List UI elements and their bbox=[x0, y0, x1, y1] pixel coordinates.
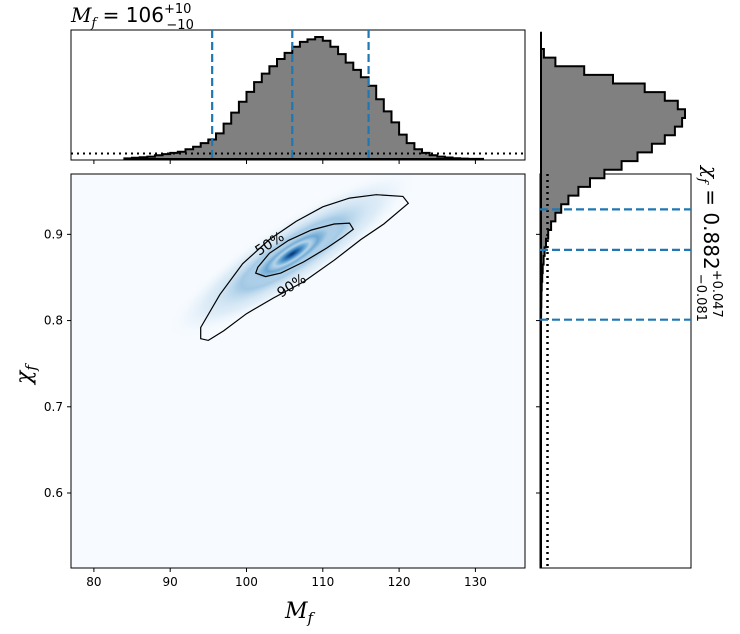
right-marginal-panel bbox=[539, 31, 692, 569]
right-marginal-histogram bbox=[540, 31, 691, 568]
right-marginal-frame bbox=[539, 173, 692, 569]
x-axis-ticks: 80 90 100 110 120 130 bbox=[86, 160, 487, 589]
y-tick-label: 0.6 bbox=[44, 486, 63, 500]
x-axis-label: Mf bbox=[284, 599, 316, 627]
density-heatmap bbox=[165, 174, 420, 341]
top-marginal-histogram bbox=[71, 30, 525, 160]
y-axis-ticks: 0.6 0.7 0.8 0.9 bbox=[44, 227, 540, 500]
x-tick-label: 100 bbox=[235, 575, 258, 589]
y-tick-label: 0.7 bbox=[44, 400, 63, 414]
main-panel-frame bbox=[70, 173, 526, 569]
x-tick-label: 120 bbox=[388, 575, 411, 589]
main-density-panel: 50%90% 80 90 100 110 120 130 0.60.70.80.9 bbox=[44, 160, 540, 589]
x-tick-label: 110 bbox=[311, 575, 334, 589]
density-blob-3 bbox=[266, 236, 318, 272]
top-marginal-panel bbox=[70, 29, 526, 161]
x-tick-label: 90 bbox=[163, 575, 178, 589]
x-tick-label: 130 bbox=[464, 575, 487, 589]
x-tick-label: 80 bbox=[86, 575, 101, 589]
top-histogram-steps bbox=[123, 36, 484, 160]
contour-50pct bbox=[254, 222, 355, 278]
y-tick-label: 0.8 bbox=[44, 314, 63, 328]
right-marginal-title: χf = 0.882+0.047−0.081 bbox=[693, 164, 724, 322]
contour-90pct bbox=[200, 194, 410, 342]
y-axis-label: χf bbox=[12, 363, 40, 386]
y-tick-label: 0.9 bbox=[44, 227, 63, 241]
top-marginal-title: Mf = 106+10 −10 bbox=[70, 2, 194, 33]
